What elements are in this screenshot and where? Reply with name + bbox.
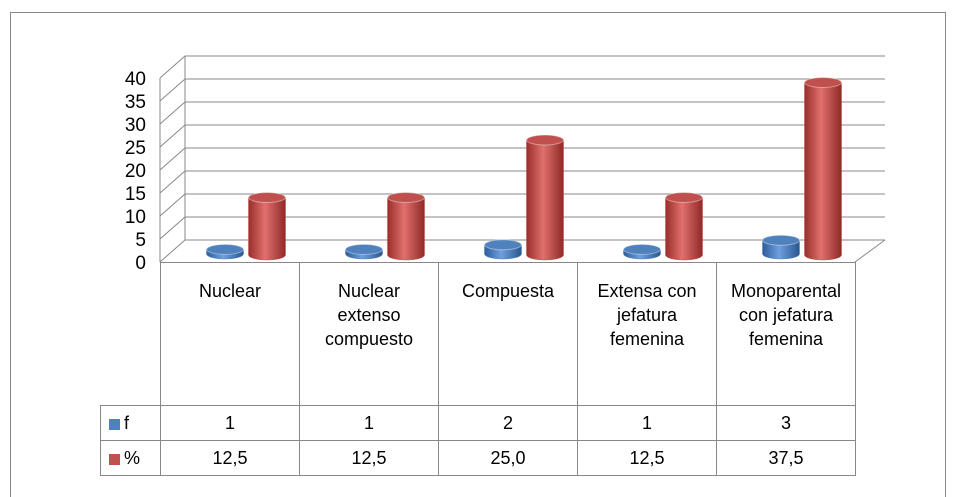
table-value: 1 xyxy=(299,405,439,441)
bar xyxy=(526,139,564,261)
y-tick-label: 40 xyxy=(125,69,146,90)
category-label: Monoparental con jefatura femenina xyxy=(716,262,856,406)
bar-top xyxy=(387,192,425,203)
grid-line xyxy=(159,216,885,240)
y-tick-label: 15 xyxy=(125,184,146,205)
table-value: 2 xyxy=(438,405,578,441)
grid-line xyxy=(159,124,885,148)
table-value: 1 xyxy=(577,405,717,441)
bar-top xyxy=(623,243,661,255)
table-value: 12,5 xyxy=(299,440,439,476)
bar xyxy=(248,197,286,261)
grid-line xyxy=(159,193,885,217)
bar-top xyxy=(665,192,703,203)
grid-line xyxy=(159,101,885,125)
grid-line xyxy=(159,170,885,194)
category-label: Nuclear extenso compuesto xyxy=(299,262,439,406)
table-value: 1 xyxy=(160,405,300,441)
floor-edge xyxy=(854,239,886,263)
category-label: Extensa con jefatura femenina xyxy=(577,262,717,406)
table-value: 12,5 xyxy=(577,440,717,476)
bar-top xyxy=(206,243,244,255)
grid-line xyxy=(159,239,885,263)
legend-key xyxy=(109,454,120,465)
category-label: Nuclear xyxy=(160,262,300,406)
chart-frame xyxy=(10,12,946,497)
table-value: 3 xyxy=(716,405,856,441)
legend-label: f xyxy=(124,413,130,433)
y-tick-label: 5 xyxy=(135,230,146,251)
bar xyxy=(665,197,703,261)
bar xyxy=(804,82,842,261)
bar xyxy=(387,197,425,261)
table-value: 25,0 xyxy=(438,440,578,476)
legend-label: % xyxy=(124,448,141,468)
bar-top xyxy=(484,239,522,251)
legend-cell: f xyxy=(100,405,161,441)
bar-top xyxy=(248,192,286,203)
grid-line xyxy=(159,55,885,79)
bar xyxy=(762,239,800,260)
y-tick-label: 25 xyxy=(125,138,146,159)
y-tick-label: 20 xyxy=(125,161,146,182)
grid-line xyxy=(159,78,885,102)
y-tick-label: 0 xyxy=(135,253,146,274)
bar-top xyxy=(762,234,800,246)
legend-cell: % xyxy=(100,440,161,476)
table-value: 37,5 xyxy=(716,440,856,476)
category-label: Compuesta xyxy=(438,262,578,406)
table-value: 12,5 xyxy=(160,440,300,476)
y-tick-label: 30 xyxy=(125,115,146,136)
y-tick-label: 10 xyxy=(125,207,146,228)
y-tick-label: 35 xyxy=(125,92,146,113)
bar-top xyxy=(526,134,564,146)
legend-key xyxy=(109,419,120,430)
bar-top xyxy=(345,243,383,255)
grid-line xyxy=(159,147,885,171)
bar-top xyxy=(804,77,842,88)
